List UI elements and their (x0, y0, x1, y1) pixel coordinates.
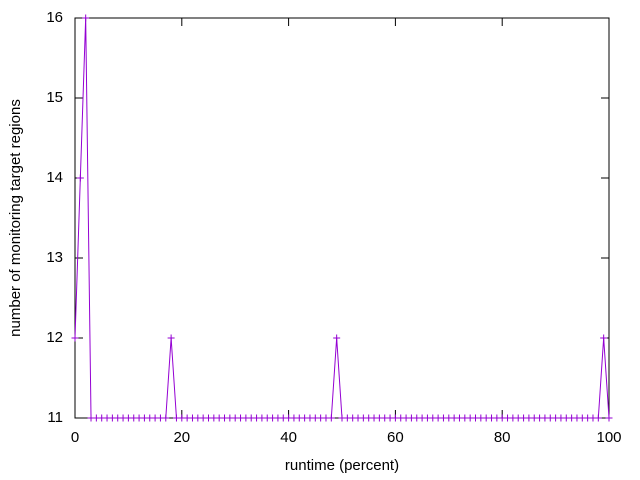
data-point (167, 334, 175, 342)
data-point (333, 334, 341, 342)
data-point (600, 334, 608, 342)
data-point (594, 414, 602, 422)
data-point (76, 174, 84, 182)
data-point (162, 414, 170, 422)
data-line (74, 17, 610, 419)
x-tick-label: 0 (71, 429, 79, 446)
x-tick-label: 40 (280, 429, 297, 446)
x-tick-label: 80 (494, 429, 511, 446)
x-tick-label: 100 (596, 429, 621, 446)
x-axis-label: runtime (percent) (285, 457, 399, 474)
y-tick-label: 16 (46, 9, 63, 26)
x-tick-label: 20 (173, 429, 190, 446)
y-tick-label: 14 (46, 169, 63, 186)
y-tick-label: 13 (46, 249, 63, 266)
data-point (605, 414, 613, 422)
data-point (82, 14, 90, 22)
y-tick-label: 15 (46, 89, 63, 106)
x-tick-label: 60 (387, 429, 404, 446)
y-axis-label: number of monitoring target regions (7, 99, 24, 337)
data-point (71, 334, 79, 342)
y-tick-label: 11 (47, 409, 63, 426)
data-point (327, 414, 335, 422)
y-tick-label: 12 (46, 329, 63, 346)
plot-border (74, 17, 610, 419)
